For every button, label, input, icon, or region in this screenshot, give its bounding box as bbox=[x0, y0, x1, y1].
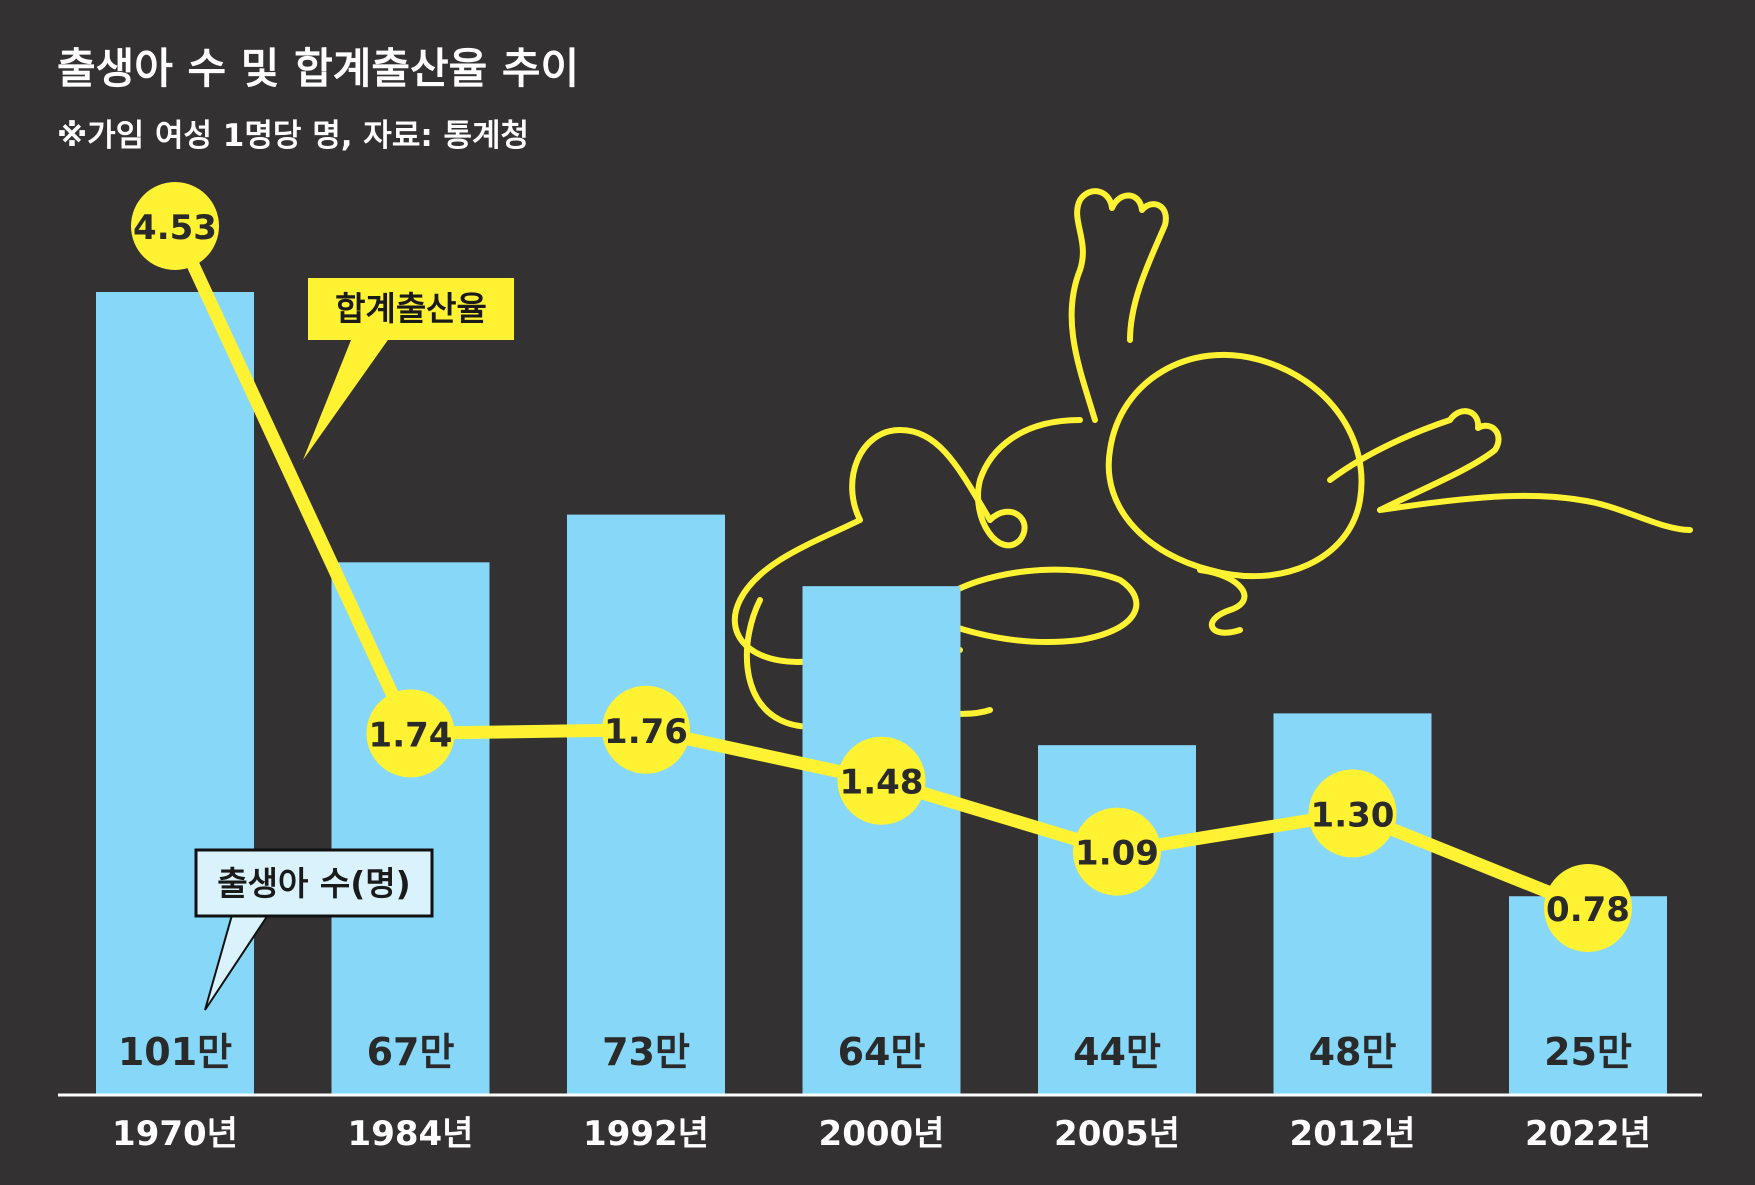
rate-value-label-0: 4.53 bbox=[133, 208, 217, 248]
bar-1 bbox=[331, 562, 490, 1095]
x-tick-label-6: 2022년 bbox=[1525, 1114, 1651, 1154]
bar-value-label-2: 73만 bbox=[602, 1030, 690, 1074]
bar-value-label-6: 25만 bbox=[1544, 1030, 1632, 1074]
rate-value-label-3: 1.48 bbox=[840, 763, 924, 803]
rate-point-0 bbox=[131, 182, 219, 270]
rate-point-1 bbox=[366, 689, 455, 778]
rate-point-3 bbox=[837, 736, 926, 825]
bar-value-label-1: 67만 bbox=[367, 1030, 455, 1074]
rate-value-label-5: 1.30 bbox=[1311, 795, 1395, 835]
rate-value-label-2: 1.76 bbox=[604, 712, 688, 752]
rate-point-4 bbox=[1073, 807, 1161, 896]
line-series-legend-label: 합계출산율 bbox=[335, 289, 487, 328]
rate-value-label-4: 1.09 bbox=[1075, 834, 1159, 874]
x-tick-label-5: 2012년 bbox=[1290, 1114, 1416, 1154]
rate-value-label-6: 0.78 bbox=[1546, 890, 1630, 930]
rate-point-6 bbox=[1544, 864, 1632, 952]
bar-value-label-4: 44만 bbox=[1073, 1030, 1161, 1074]
x-tick-label-1: 1984년 bbox=[348, 1114, 474, 1154]
bars-series: 101만 67만 73만 64만 44만 48만 25만 bbox=[96, 292, 1667, 1095]
bar-series-legend-label: 출생아 수(명) bbox=[217, 864, 410, 903]
line-callout-box bbox=[308, 278, 514, 340]
line-series: 4.53 1.74 1.76 1.48 1.09 1.30 0.78 bbox=[131, 182, 1632, 952]
bar-value-label-0: 101만 bbox=[118, 1030, 232, 1074]
chart-subtitle: ※가임 여성 1명당 명, 자료: 통계청 bbox=[57, 118, 529, 154]
rate-point-5 bbox=[1308, 769, 1397, 858]
x-tick-label-3: 2000년 bbox=[819, 1114, 945, 1154]
chart-title: 출생아 수 및 합계출산율 추이 bbox=[57, 44, 579, 93]
bar-0 bbox=[96, 292, 254, 1095]
x-tick-label-0: 1970년 bbox=[112, 1114, 238, 1154]
line-callout-pointer bbox=[303, 330, 395, 460]
x-axis: 1970년 1984년 1992년 2000년 2005년 2012년 2022년 bbox=[58, 1093, 1702, 1154]
bar-value-label-5: 48만 bbox=[1309, 1030, 1397, 1074]
bar-value-label-3: 64만 bbox=[838, 1030, 926, 1074]
bar-4 bbox=[1038, 745, 1196, 1095]
rate-value-label-1: 1.74 bbox=[369, 715, 453, 755]
bar-callout-box bbox=[194, 848, 434, 918]
line-legend-callout: 합계출산율 bbox=[303, 278, 514, 460]
rate-point-2 bbox=[602, 685, 690, 774]
x-tick-label-2: 1992년 bbox=[583, 1114, 709, 1154]
bar-legend-callout: 출생아 수(명) bbox=[194, 848, 434, 1011]
bar-3 bbox=[802, 586, 961, 1095]
x-tick-label-4: 2005년 bbox=[1054, 1114, 1180, 1154]
bar-2 bbox=[567, 514, 725, 1095]
